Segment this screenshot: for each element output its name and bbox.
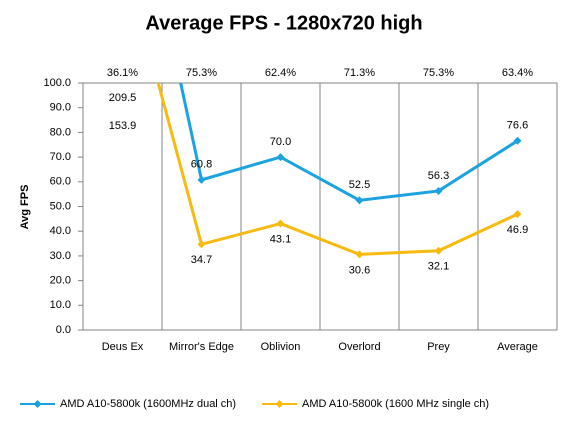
marker (513, 210, 522, 219)
y-tick-label: 70.0 (50, 151, 71, 163)
x-tick-label: Prey (427, 341, 450, 353)
legend-label: AMD A10-5800k (1600 MHz single ch) (302, 398, 489, 410)
y-axis-label: Avg FPS (19, 185, 31, 230)
data-label: 34.7 (191, 254, 212, 266)
legend-marker (275, 400, 284, 408)
marker (355, 196, 364, 205)
data-label: 52.5 (349, 179, 370, 191)
y-tick-label: 20.0 (50, 275, 71, 287)
annotation: 75.3% (186, 67, 217, 79)
y-tick-label: 80.0 (50, 126, 71, 138)
x-tick-label: Overlord (338, 341, 381, 353)
data-label: 60.8 (191, 159, 212, 171)
marker (197, 175, 206, 184)
data-label: 30.6 (349, 264, 370, 276)
series-line (156, 83, 519, 256)
x-tick-label: Mirror's Edge (168, 341, 235, 353)
y-tick-label: 10.0 (50, 299, 71, 311)
chart-title: Average FPS - 1280x720 high (145, 12, 422, 34)
x-tick-label: Deus Ex (101, 341, 144, 353)
y-tick-label: 100.0 (43, 77, 71, 89)
legend-marker (33, 400, 42, 408)
marker (434, 186, 443, 195)
y-tick-label: 90.0 (50, 102, 71, 114)
data-label: 56.3 (428, 170, 449, 182)
series-group (156, 83, 522, 259)
y-tick-label: 60.0 (50, 176, 71, 188)
y-tick-label: 40.0 (50, 225, 71, 237)
series-line (179, 83, 519, 202)
y-tick-label: 30.0 (50, 250, 71, 262)
x-tick-label: Oblivion (260, 341, 301, 353)
data-label: 32.1 (428, 261, 449, 273)
annotation: 62.4% (265, 67, 296, 79)
y-tick-label: 0.0 (56, 324, 71, 336)
marker (276, 153, 285, 162)
data-label: 209.5 (109, 92, 137, 104)
data-label: 76.6 (507, 120, 528, 132)
data-label: 153.9 (109, 120, 137, 132)
annotation: 36.1% (107, 67, 138, 79)
marker (197, 240, 206, 249)
data-label: 70.0 (270, 136, 291, 148)
annotation: 63.4% (502, 67, 533, 79)
data-label: 43.1 (270, 233, 291, 245)
data-label: 46.9 (507, 224, 528, 236)
y-tick-label: 50.0 (50, 200, 71, 212)
marker (434, 246, 443, 255)
legend-label: AMD A10-5800k (1600MHz dual ch) (60, 398, 236, 410)
marker (355, 250, 364, 259)
annotation: 71.3% (344, 67, 375, 79)
x-tick-label: Average (497, 341, 538, 353)
marker (276, 219, 285, 228)
annotation: 75.3% (423, 67, 454, 79)
marker (513, 136, 522, 145)
